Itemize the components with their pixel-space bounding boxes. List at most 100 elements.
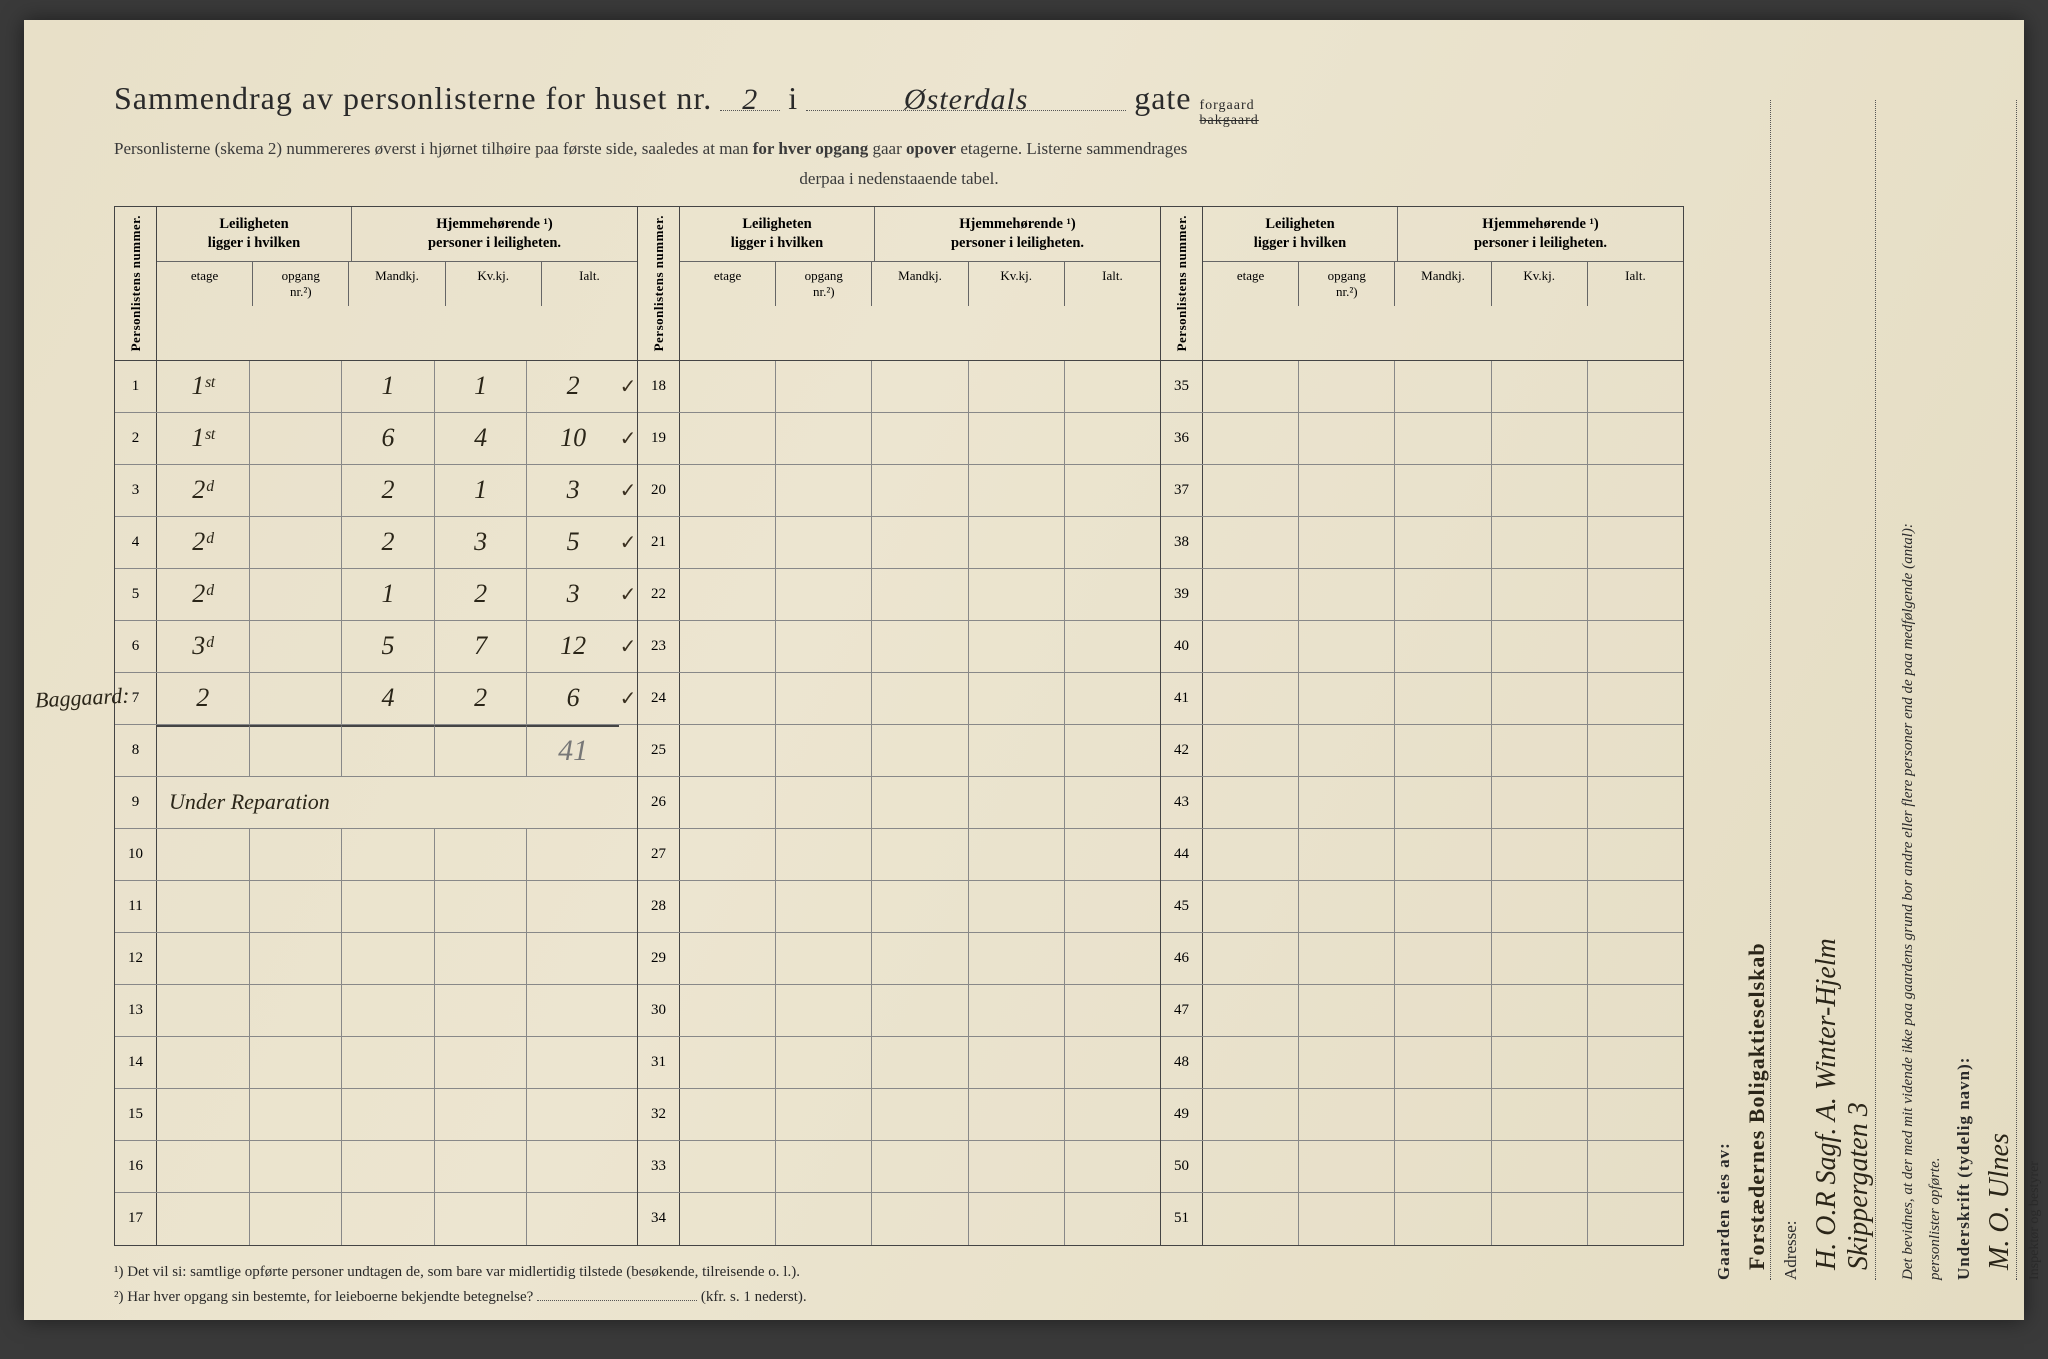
- owner-label: Gaarden eies av:: [1714, 100, 1734, 1280]
- row-number: 36: [1161, 413, 1203, 464]
- cell-kv: [969, 1141, 1065, 1192]
- cell-opgang: [1299, 985, 1395, 1036]
- sub-opgang: opgangnr.²): [776, 262, 872, 306]
- footnote-1: ¹) Det vil si: samtlige opførte personer…: [114, 1260, 1684, 1286]
- cell-kv: [969, 569, 1065, 620]
- cell-mand: 6: [342, 413, 435, 464]
- row-number: 14: [115, 1037, 157, 1088]
- table-header: Personlistens nummer. Leilighetenligger …: [638, 207, 1160, 360]
- row-number: 49: [1161, 1089, 1203, 1140]
- cell-kv: 4: [435, 413, 528, 464]
- cell-opgang: [250, 725, 343, 776]
- table-row: 48: [1161, 1037, 1683, 1089]
- row-number: 31: [638, 1037, 680, 1088]
- table-row: 10: [115, 829, 637, 881]
- cell-ialt: [1065, 1141, 1160, 1192]
- census-table: Personlistens nummer. Leilighetenligger …: [114, 206, 1684, 1245]
- cell-ialt: [1065, 1193, 1160, 1245]
- cell-opgang: [1299, 1193, 1395, 1245]
- cell-kv: [435, 1037, 528, 1088]
- cell-ialt: [1588, 777, 1683, 828]
- cell-opgang: [250, 361, 343, 412]
- signature-value: M. O. Ulnes: [1984, 100, 2017, 1280]
- cell-etage: [1203, 1141, 1299, 1192]
- cell-kv: [969, 465, 1065, 516]
- cell-opgang: [1299, 673, 1395, 724]
- cell-kv: [969, 777, 1065, 828]
- table-row: 16: [115, 1141, 637, 1193]
- cell-etage: [1203, 829, 1299, 880]
- cell-opgang: [1299, 1089, 1395, 1140]
- cell-etage: 1ˢᵗ: [157, 361, 250, 412]
- cell-mand: 2: [342, 517, 435, 568]
- cell-opgang: [776, 413, 872, 464]
- subtitle-1: Personlisterne (skema 2) nummereres øver…: [114, 137, 1684, 161]
- cell-mand: [872, 1037, 968, 1088]
- cell-kv: [1492, 777, 1588, 828]
- cell-opgang: [250, 985, 343, 1036]
- cell-ialt: [1065, 933, 1160, 984]
- table-row: 26: [638, 777, 1160, 829]
- row-number: 45: [1161, 881, 1203, 932]
- table-row: 32: [638, 1089, 1160, 1141]
- cell-opgang: [250, 881, 343, 932]
- cell-mand: [342, 933, 435, 984]
- check-mark: [619, 1141, 637, 1192]
- check-mark: ✓: [619, 465, 637, 516]
- cell-ialt: 3: [527, 465, 619, 516]
- row-number: 48: [1161, 1037, 1203, 1088]
- cell-etage: 3ᵈ: [157, 621, 250, 672]
- table-row: 17: [115, 1193, 637, 1245]
- cell-mand: [872, 413, 968, 464]
- table-row: 30: [638, 985, 1160, 1037]
- cell-ialt: [1065, 777, 1160, 828]
- table-row: 28: [638, 881, 1160, 933]
- row-number: 12: [115, 933, 157, 984]
- cell-opgang: [1299, 361, 1395, 412]
- cell-kv: [1492, 725, 1588, 776]
- col-hjemme: Hjemmehørende ¹)personer i leiligheten.: [352, 207, 637, 262]
- cell-kv: [969, 985, 1065, 1036]
- cell-opgang: [250, 1141, 343, 1192]
- signature-role: Inspektør og bestyrer: [2027, 100, 2043, 1280]
- row-number: 38: [1161, 517, 1203, 568]
- table-row: 5 2ᵈ 1 2 3 ✓: [115, 569, 637, 621]
- forgaard-option: forgaard: [1199, 98, 1258, 113]
- cell-mand: [1395, 829, 1491, 880]
- row-number: 22: [638, 569, 680, 620]
- cell-etage: [680, 361, 776, 412]
- check-mark: ✓: [619, 673, 637, 724]
- row-number: 35: [1161, 361, 1203, 412]
- cell-etage: [1203, 881, 1299, 932]
- sub-etage: etage: [680, 262, 776, 306]
- cell-ialt: [1065, 413, 1160, 464]
- check-mark: [619, 725, 637, 776]
- table-row: 1 1ˢᵗ 1 1 2 ✓: [115, 361, 637, 413]
- cell-kv: [435, 1089, 528, 1140]
- cell-opgang: [1299, 881, 1395, 932]
- cell-mand: [1395, 517, 1491, 568]
- table-row: 18: [638, 361, 1160, 413]
- sub1bold: for hver opgang: [753, 139, 869, 158]
- cell-opgang: [1299, 777, 1395, 828]
- cell-opgang: [776, 465, 872, 516]
- col-num: Personlistens nummer.: [638, 207, 680, 359]
- row-number: 50: [1161, 1141, 1203, 1192]
- table-row: 14: [115, 1037, 637, 1089]
- table-block-3: Personlistens nummer. Leilighetenligger …: [1161, 207, 1683, 1244]
- row-number: 27: [638, 829, 680, 880]
- row-number: 44: [1161, 829, 1203, 880]
- cell-kv: [1492, 361, 1588, 412]
- bakgaard-option: bakgaard: [1199, 113, 1258, 128]
- cell-mand: [1395, 569, 1491, 620]
- row-number: 43: [1161, 777, 1203, 828]
- cell-mand: [342, 1193, 435, 1245]
- check-mark: [619, 829, 637, 880]
- cell-etage: [1203, 621, 1299, 672]
- table-row: 20: [638, 465, 1160, 517]
- row-number: 10: [115, 829, 157, 880]
- cell-kv: [969, 517, 1065, 568]
- cell-opgang: [776, 569, 872, 620]
- cell-ialt: 5: [527, 517, 619, 568]
- attestation-suffix: personlister opførte.: [1927, 100, 1944, 1280]
